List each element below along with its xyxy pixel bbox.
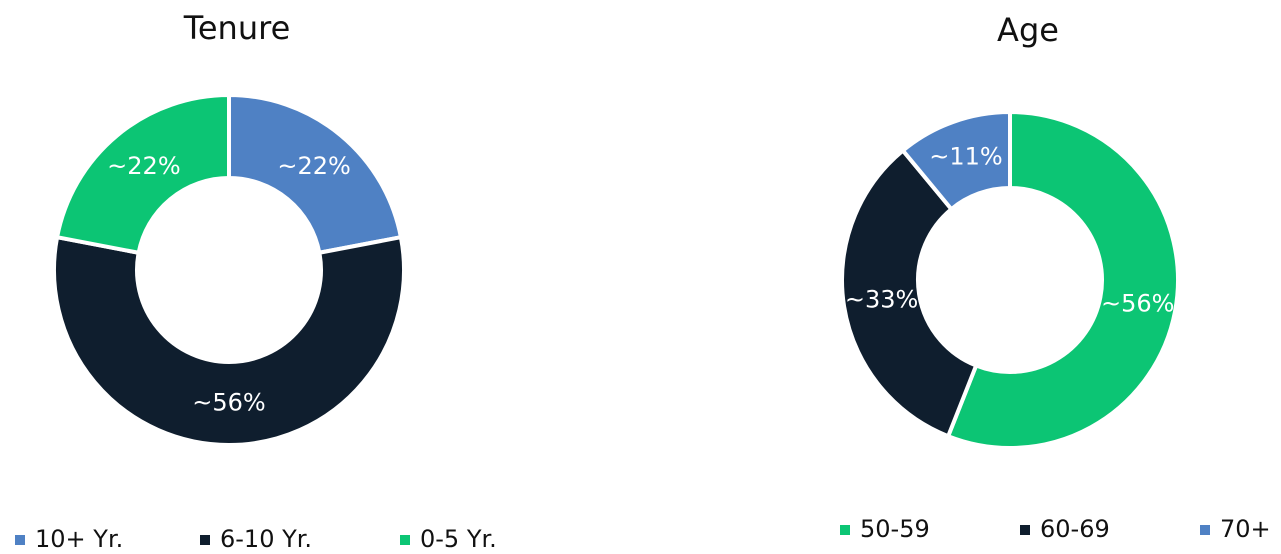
legend-marker [840, 525, 850, 535]
donut-slice [840, 147, 979, 439]
chart-title: Tenure [183, 9, 291, 47]
donut-slice [227, 92, 404, 256]
chart-title: Age [997, 11, 1059, 49]
legend-marker [15, 535, 25, 545]
legend-label: 0-5 Yr. [420, 525, 497, 553]
donut-slice [900, 109, 1012, 212]
legend-marker [1020, 525, 1030, 535]
legend-marker [1200, 525, 1210, 535]
legend-marker [400, 535, 410, 545]
legend-label: 70+ [1220, 515, 1271, 543]
legend-label: 50-59 [860, 515, 930, 543]
value-label: ~33% [845, 285, 918, 313]
legend-label: 10+ Yr. [35, 525, 123, 553]
legend-label: 60-69 [1040, 515, 1110, 543]
legend-marker [200, 535, 210, 545]
donut-slice [54, 92, 231, 256]
value-label: ~56% [192, 389, 265, 417]
donut-slice [945, 109, 1180, 450]
value-label: ~22% [107, 152, 180, 180]
legend-label: 6-10 Yr. [220, 525, 312, 553]
donut-slice [52, 234, 406, 447]
value-label: ~22% [277, 152, 350, 180]
value-label: ~56% [1101, 289, 1174, 317]
value-label: ~11% [929, 143, 1002, 171]
